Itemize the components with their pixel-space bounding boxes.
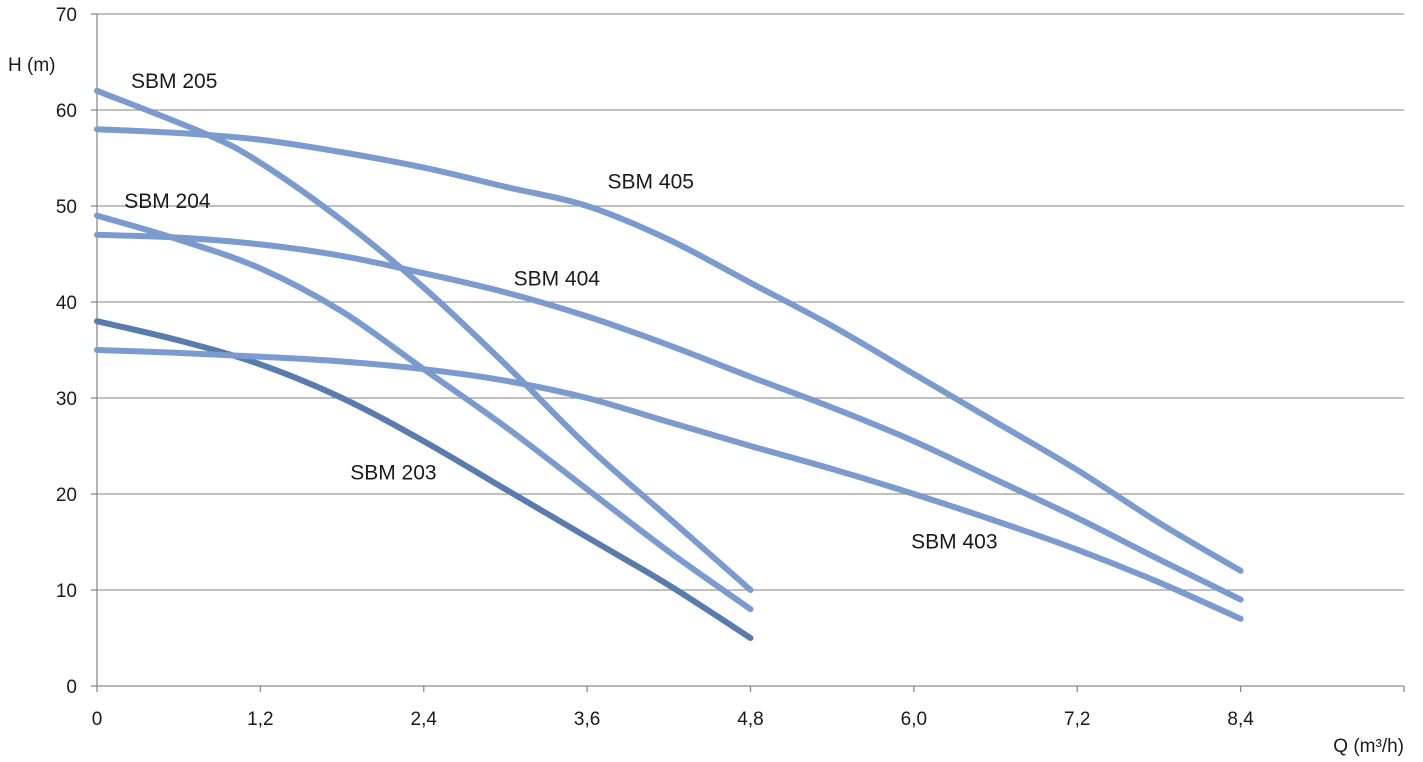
x-axis-label: Q (m³/h) (1333, 736, 1404, 757)
x-tick-label: 2,4 (411, 709, 438, 730)
x-tick-label: 1,2 (247, 709, 273, 730)
x-tick-label: 8,4 (1227, 709, 1254, 730)
y-tick-label: 0 (66, 677, 77, 698)
series-label-sbm-204: SBM 204 (124, 190, 211, 213)
x-tick-label: 7,2 (1064, 709, 1090, 730)
y-axis-label: H (m) (8, 55, 55, 76)
y-tick-label: 30 (56, 389, 77, 410)
axis-layer: 0 10 20 30 40 50 60 70 0 1,2 2,4 3,6 4,8 6,0 7,2 8,4 (56, 5, 1405, 730)
y-tick-label: 40 (56, 293, 77, 314)
series-label-sbm-404: SBM 404 (514, 268, 601, 291)
series-line-sbm-205 (94, 87, 754, 593)
series-label-sbm-205: SBM 205 (131, 70, 217, 93)
x-tick-label: 6,0 (901, 709, 927, 730)
x-tick-label: 4,8 (737, 709, 763, 730)
y-tick-label: 20 (56, 485, 77, 506)
series-label-sbm-403: SBM 403 (911, 531, 997, 554)
x-tick-label: 3,6 (574, 709, 600, 730)
y-tick-label: 70 (56, 5, 77, 26)
y-tick-label: 50 (56, 197, 77, 218)
series-line-sbm-403 (94, 347, 1244, 622)
series-line-sbm-203 (94, 318, 754, 641)
series-line-sbm-405 (94, 126, 1244, 574)
series-label-sbm-405: SBM 405 (608, 171, 694, 194)
grid-layer (97, 13, 1404, 591)
series-label-sbm-203: SBM 203 (350, 462, 436, 485)
y-tick-label: 10 (56, 581, 77, 602)
x-tick-label: 0 (92, 709, 103, 730)
series-layer (94, 87, 1244, 641)
series-line-sbm-404 (94, 231, 1244, 603)
label-layer: SBM 205 SBM 405 SBM 204 SBM 404 SBM 203 SBM 4… (124, 70, 997, 554)
y-tick-label: 60 (56, 101, 77, 122)
